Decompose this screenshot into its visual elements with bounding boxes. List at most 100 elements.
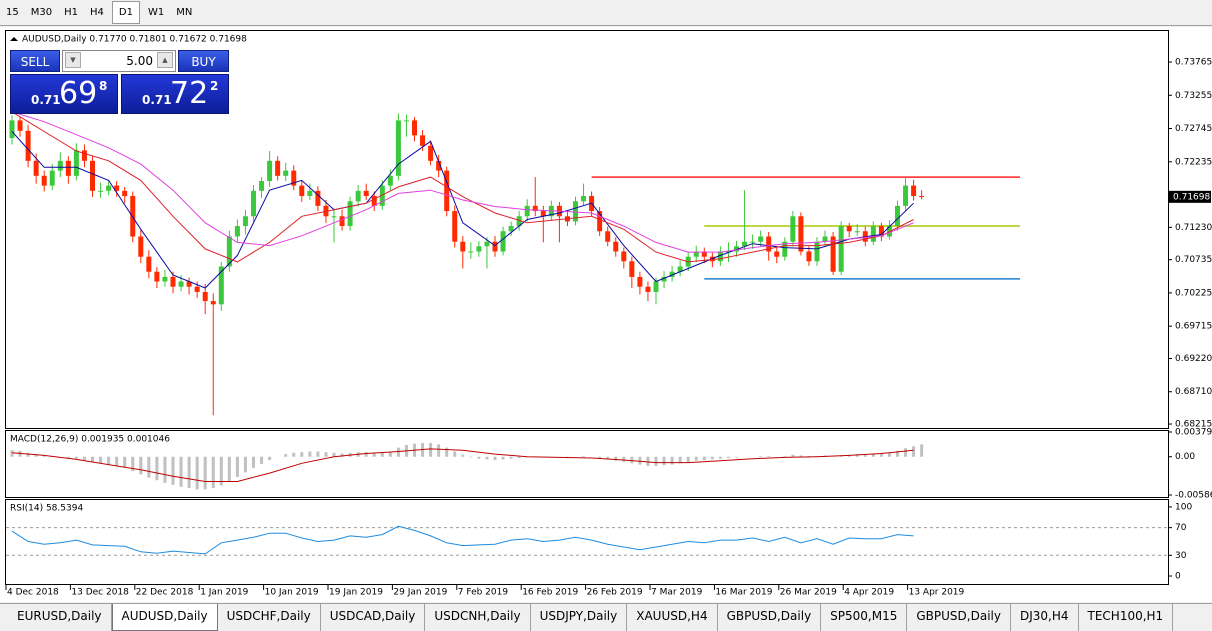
macd-bar xyxy=(252,456,255,468)
lot-decrease[interactable]: ▼ xyxy=(65,52,81,68)
macd-bar xyxy=(171,456,175,485)
timeframe-toolbar: 15 M30 H1 H4 D1 W1 MN xyxy=(0,0,1212,26)
one-click-trading: SELL 5.00 ▼ ▲ BUY 0.71 69 8 0.71 72 2 xyxy=(10,50,229,114)
chart-tab[interactable]: USDCAD,Daily xyxy=(321,604,426,631)
x-tick-label: 10 Jan 2019 xyxy=(265,588,319,598)
macd-bar xyxy=(879,453,883,457)
candle-body xyxy=(371,196,377,206)
macd-bar xyxy=(622,456,626,462)
timeframe-button[interactable]: D1 xyxy=(111,1,140,24)
candle-body xyxy=(178,281,184,287)
macd-bar xyxy=(718,456,722,459)
chart-tab[interactable]: TECH100,H1 xyxy=(1079,604,1174,631)
bid-price[interactable]: 0.71 69 8 xyxy=(10,74,118,114)
macd-bar xyxy=(268,456,272,461)
lot-increase[interactable]: ▲ xyxy=(157,52,173,68)
chart-tab[interactable]: GBPUSD,Daily xyxy=(907,604,1011,631)
macd-bar xyxy=(606,456,610,460)
chart-tab[interactable]: XAUUSD,H4 xyxy=(627,604,718,631)
macd-bar xyxy=(799,455,803,457)
timeframe-button[interactable]: W1 xyxy=(147,7,165,18)
rsi-panel-frame xyxy=(5,499,1169,585)
candle-body xyxy=(895,205,900,227)
chart-tab[interactable]: USDCNH,Daily xyxy=(425,604,531,631)
candle-body xyxy=(355,190,361,202)
candle-body xyxy=(315,190,321,206)
candle-body xyxy=(25,130,31,161)
macd-bar xyxy=(469,456,473,458)
x-tick-label: 13 Dec 2018 xyxy=(71,588,129,598)
macd-bar xyxy=(82,456,86,461)
macd-bar xyxy=(155,456,159,481)
candle-body xyxy=(90,160,95,191)
candle-body xyxy=(758,236,764,242)
chart-tab[interactable]: USDJPY,Daily xyxy=(531,604,628,631)
collapse-icon xyxy=(10,37,18,41)
chart-tab[interactable]: DJ30,H4 xyxy=(1011,604,1079,631)
timeframe-button[interactable]: MN xyxy=(176,7,193,18)
x-tick-label: 4 Dec 2018 xyxy=(7,588,59,598)
ask-price[interactable]: 0.71 72 2 xyxy=(121,74,229,114)
candle-body xyxy=(878,226,884,237)
macd-bar xyxy=(445,447,449,457)
candle-body xyxy=(420,135,426,146)
macd-bar xyxy=(123,456,127,468)
candle-body xyxy=(259,181,265,191)
candle-body xyxy=(251,190,256,217)
candle-body xyxy=(33,160,39,176)
macd-bar xyxy=(388,451,392,457)
lot-input[interactable]: 5.00 xyxy=(62,50,176,72)
candle-body xyxy=(605,231,611,242)
candle-body xyxy=(331,216,337,218)
macd-bar xyxy=(300,452,304,457)
macd-bar xyxy=(678,456,682,464)
candle-body xyxy=(9,120,15,138)
big-figure: 0.71 xyxy=(142,93,172,107)
x-tick-label: 19 Jan 2019 xyxy=(329,588,383,598)
sell-button[interactable]: SELL xyxy=(10,50,60,72)
candle-body xyxy=(138,236,144,257)
macd-bar xyxy=(509,456,513,459)
candle-body xyxy=(532,205,538,212)
macd-bar xyxy=(437,444,441,457)
candle-body xyxy=(903,185,909,206)
x-tick-label: 13 Apr 2019 xyxy=(909,588,965,598)
candle-body xyxy=(790,216,796,242)
chart-tab[interactable]: GBPUSD,Daily xyxy=(718,604,822,631)
y-tick-label: 0.69220 xyxy=(1175,354,1212,364)
chart-tab[interactable]: EURUSD,Daily xyxy=(8,604,112,631)
macd-bar xyxy=(429,443,433,457)
chart-tab[interactable]: SP500,M15 xyxy=(821,604,908,631)
macd-bar xyxy=(863,454,867,457)
candle-body xyxy=(573,201,578,222)
candle-body xyxy=(814,241,820,262)
candle-body xyxy=(242,216,248,227)
candle-body xyxy=(291,170,297,186)
timeframe-button[interactable]: H1 xyxy=(64,7,78,18)
y-tick-label: 0.003793 xyxy=(1175,428,1212,438)
y-tick-label: 100 xyxy=(1175,502,1192,512)
macd-bar xyxy=(243,456,247,473)
macd-bar xyxy=(211,456,215,489)
candle-body xyxy=(218,266,224,305)
candle-body xyxy=(540,211,546,217)
macd-bar xyxy=(308,451,312,457)
y-tick-label: 0.71230 xyxy=(1175,223,1212,233)
timeframe-button[interactable]: 15 xyxy=(6,7,19,18)
chart-tab[interactable]: USDCHF,Daily xyxy=(218,604,321,631)
macd-bar xyxy=(477,456,481,459)
pips: 69 xyxy=(59,76,98,111)
macd-bar xyxy=(91,456,94,462)
macd-bar xyxy=(372,452,376,457)
timeframe-button[interactable]: H4 xyxy=(89,7,104,18)
candle-body xyxy=(122,190,128,197)
buy-button[interactable]: BUY xyxy=(178,50,229,72)
candle-body xyxy=(806,251,812,262)
candle-body xyxy=(234,226,240,237)
macd-bar xyxy=(131,456,135,472)
timeframe-button[interactable]: M30 xyxy=(30,7,53,18)
chart-tab[interactable]: AUDUSD,Daily xyxy=(111,604,218,631)
moving-average xyxy=(11,111,914,263)
macd-bar xyxy=(662,456,666,466)
macd-bar xyxy=(686,456,690,462)
